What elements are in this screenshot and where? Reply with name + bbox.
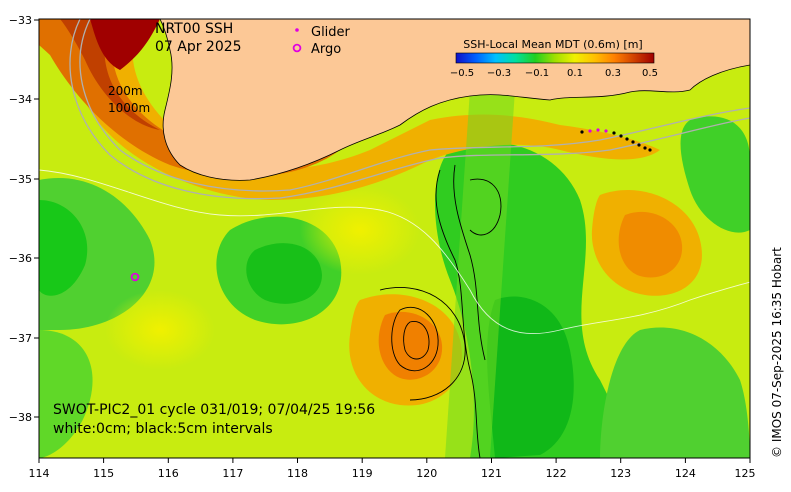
ssh-region-118-core bbox=[246, 243, 322, 304]
colorbar-title: SSH-Local Mean MDT (0.6m) [m] bbox=[463, 38, 642, 51]
contour-caption: white:0cm; black:5cm intervals bbox=[53, 421, 273, 437]
colorbar-tick-label: 0.1 bbox=[567, 68, 583, 79]
y-tick-label: −34 bbox=[9, 93, 32, 106]
ssh-region-eddy-120-core bbox=[378, 311, 443, 380]
ssh-region-southwest-green bbox=[39, 330, 93, 458]
axis-ticks bbox=[34, 19, 751, 463]
glider-legend-label: Glider bbox=[311, 25, 351, 40]
isobath-label-200m: 200m bbox=[108, 84, 143, 98]
isobath-label-1000m: 1000m bbox=[108, 101, 150, 115]
y-tick-label: −37 bbox=[9, 332, 32, 345]
x-tick-label: 125 bbox=[735, 467, 756, 480]
x-tick-label: 118 bbox=[287, 467, 308, 480]
argo-legend-label: Argo bbox=[311, 42, 341, 57]
y-tick-label: −38 bbox=[9, 411, 32, 424]
x-tick-label: 117 bbox=[222, 467, 243, 480]
ssh-contours-black bbox=[379, 164, 502, 458]
map-title: NRT00 SSH bbox=[155, 21, 233, 37]
map-legend: Glider Argo bbox=[292, 25, 351, 57]
y-tick-label: −36 bbox=[9, 252, 32, 265]
colorbar-tick-label: 0.5 bbox=[642, 68, 658, 79]
x-tick-label: 119 bbox=[352, 467, 373, 480]
y-tick-label: −33 bbox=[9, 14, 32, 27]
colorbar-tick-label: −0.1 bbox=[525, 68, 549, 79]
x-tick-label: 120 bbox=[416, 467, 437, 480]
x-tick-label: 123 bbox=[610, 467, 631, 480]
isobath-1000m bbox=[69, 19, 750, 200]
argo-legend-icon bbox=[292, 43, 302, 53]
ssh-region-cape-max bbox=[90, 19, 160, 70]
credit-text: © IMOS 07-Sep-2025 16:35 Hobart bbox=[770, 247, 784, 458]
colorbar-tick-label: 0.3 bbox=[605, 68, 621, 79]
glider-legend-icon bbox=[295, 28, 299, 32]
ssh-region-yellow-blob-2 bbox=[105, 290, 215, 370]
x-tick-label: 124 bbox=[675, 467, 696, 480]
colorbar-tick-label: −0.5 bbox=[450, 68, 474, 79]
x-tick-label: 116 bbox=[158, 467, 179, 480]
argo-float-marker bbox=[130, 272, 140, 282]
ssh-region-west-core bbox=[39, 200, 88, 296]
map-date: 07 Apr 2025 bbox=[155, 39, 242, 55]
colorbar-tick-label: −0.3 bbox=[487, 68, 511, 79]
swot-caption: SWOT-PIC2_01 cycle 031/019; 07/04/25 19:… bbox=[53, 402, 375, 418]
ssh-region-south-core bbox=[487, 296, 574, 458]
x-tick-label: 115 bbox=[93, 467, 114, 480]
x-tick-label: 121 bbox=[481, 467, 502, 480]
ssh-region-southeast-green bbox=[600, 327, 750, 458]
glider-track bbox=[580, 128, 652, 152]
x-tick-label: 122 bbox=[546, 467, 567, 480]
ssh-region-leeuwin-core bbox=[60, 19, 160, 130]
map-plot-area: 200m 1000m bbox=[39, 19, 750, 458]
ssh-contour-white bbox=[39, 169, 750, 334]
plot-frame bbox=[38, 18, 751, 459]
ssh-region-yellow-blob bbox=[300, 185, 420, 275]
y-tick-label: −35 bbox=[9, 173, 32, 186]
isobath-200m bbox=[79, 19, 750, 192]
colorbar-bar bbox=[455, 52, 655, 64]
ssh-region-east-green bbox=[680, 116, 750, 233]
x-tick-label: 114 bbox=[29, 467, 50, 480]
ssh-region-eddy-124-core bbox=[618, 211, 683, 278]
colorbar: SSH-Local Mean MDT (0.6m) [m] −0.5 −0.3 … bbox=[450, 38, 658, 79]
y-axis-tick-labels: −33 −34 −35 −36 −37 −38 bbox=[9, 14, 32, 424]
x-axis-tick-labels: 114 115 116 117 118 119 120 121 122 123 … bbox=[29, 467, 756, 480]
